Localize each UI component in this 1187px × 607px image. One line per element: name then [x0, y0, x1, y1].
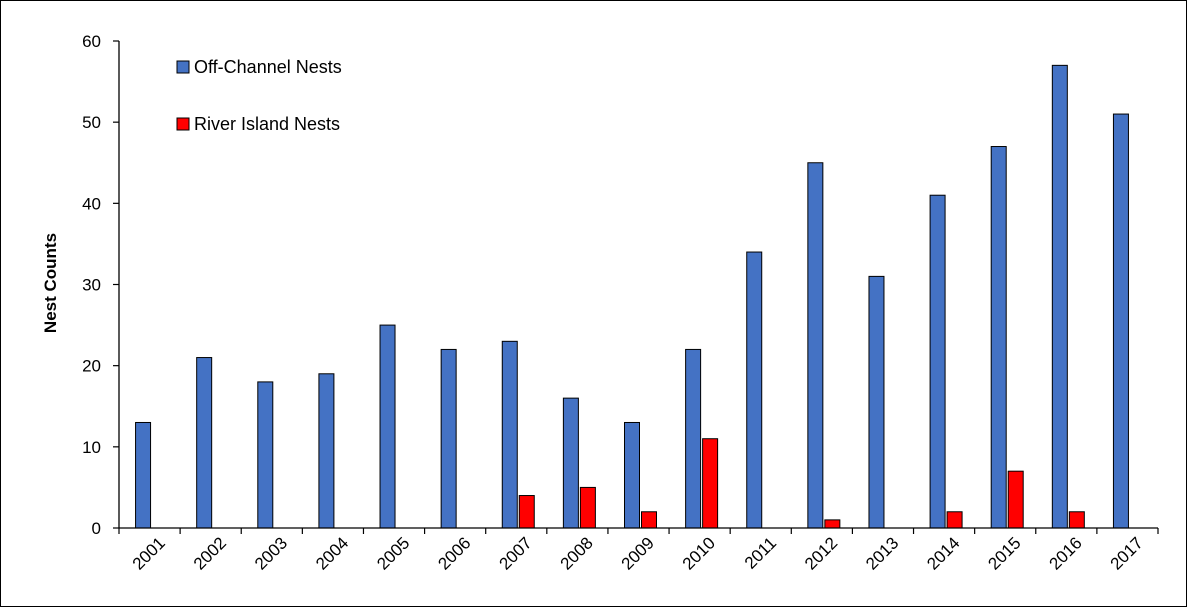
legend-swatch-off-channel-nests	[176, 60, 190, 74]
x-tick-label-2013: 2013	[862, 533, 902, 573]
legend-swatch-river-island-nests	[176, 117, 190, 131]
y-tick-label: 10	[82, 438, 101, 457]
x-tick-label-2010: 2010	[679, 533, 719, 573]
bar-off-channel-nests-2007	[501, 340, 518, 529]
y-tick-label: 40	[82, 194, 101, 213]
y-tick-label: 60	[82, 32, 101, 51]
y-axis-title: Nest Counts	[41, 233, 60, 333]
bar-off-channel-nests-2012	[807, 162, 824, 529]
bar-river-island-nests-2008	[579, 486, 596, 529]
bar-off-channel-nests-2017	[1112, 113, 1129, 529]
bar-off-channel-nests-2004	[318, 373, 335, 529]
x-tick-label-2011: 2011	[741, 533, 780, 572]
bar-river-island-nests-2012	[824, 519, 841, 529]
bar-off-channel-nests-2010	[685, 348, 702, 529]
y-tick-label: 30	[82, 276, 101, 295]
bar-river-island-nests-2016	[1068, 511, 1085, 529]
x-tick-label-2005: 2005	[373, 533, 413, 573]
legend-label-river-island-nests: River Island Nests	[194, 114, 340, 134]
x-tick-label-2016: 2016	[1046, 533, 1086, 573]
bar-off-channel-nests-2015	[990, 146, 1007, 529]
bar-river-island-nests-2009	[641, 511, 657, 529]
y-tick-label: 50	[82, 113, 101, 132]
x-tick-label-2007: 2007	[495, 533, 535, 573]
bar-off-channel-nests-2008	[562, 397, 579, 529]
x-tick-label-2009: 2009	[618, 533, 658, 573]
x-tick-label-2004: 2004	[312, 533, 352, 573]
x-tick-label-2003: 2003	[251, 533, 291, 573]
x-tick-label-2002: 2002	[190, 533, 230, 573]
bar-off-channel-nests-2014	[929, 194, 946, 529]
bar-off-channel-nests-2013	[868, 275, 885, 529]
bar-off-channel-nests-2003	[257, 381, 274, 529]
x-tick-label-2008: 2008	[557, 533, 597, 573]
bar-river-island-nests-2010	[702, 438, 719, 529]
bar-off-channel-nests-2011	[746, 251, 763, 529]
bar-off-channel-nests-2001	[135, 421, 152, 529]
x-tick-label-2014: 2014	[923, 533, 963, 573]
x-tick-label-2015: 2015	[984, 533, 1024, 573]
bar-river-island-nests-2007	[518, 495, 535, 529]
y-tick-label: 20	[82, 357, 101, 376]
bar-off-channel-nests-2009	[624, 421, 640, 529]
x-tick-label-2017: 2017	[1107, 533, 1147, 573]
bar-off-channel-nests-2006	[440, 348, 457, 529]
bar-off-channel-nests-2002	[196, 357, 213, 529]
bar-river-island-nests-2014	[946, 511, 963, 529]
bar-off-channel-nests-2016	[1051, 64, 1068, 529]
x-tick-label-2006: 2006	[434, 533, 474, 573]
bar-off-channel-nests-2005	[379, 324, 396, 529]
x-tick-label-2001: 2001	[129, 533, 169, 573]
legend-label-off-channel-nests: Off-Channel Nests	[194, 57, 342, 77]
bar-river-island-nests-2015	[1007, 470, 1024, 529]
y-tick-label: 0	[92, 519, 101, 538]
x-tick-label-2012: 2012	[801, 533, 841, 573]
